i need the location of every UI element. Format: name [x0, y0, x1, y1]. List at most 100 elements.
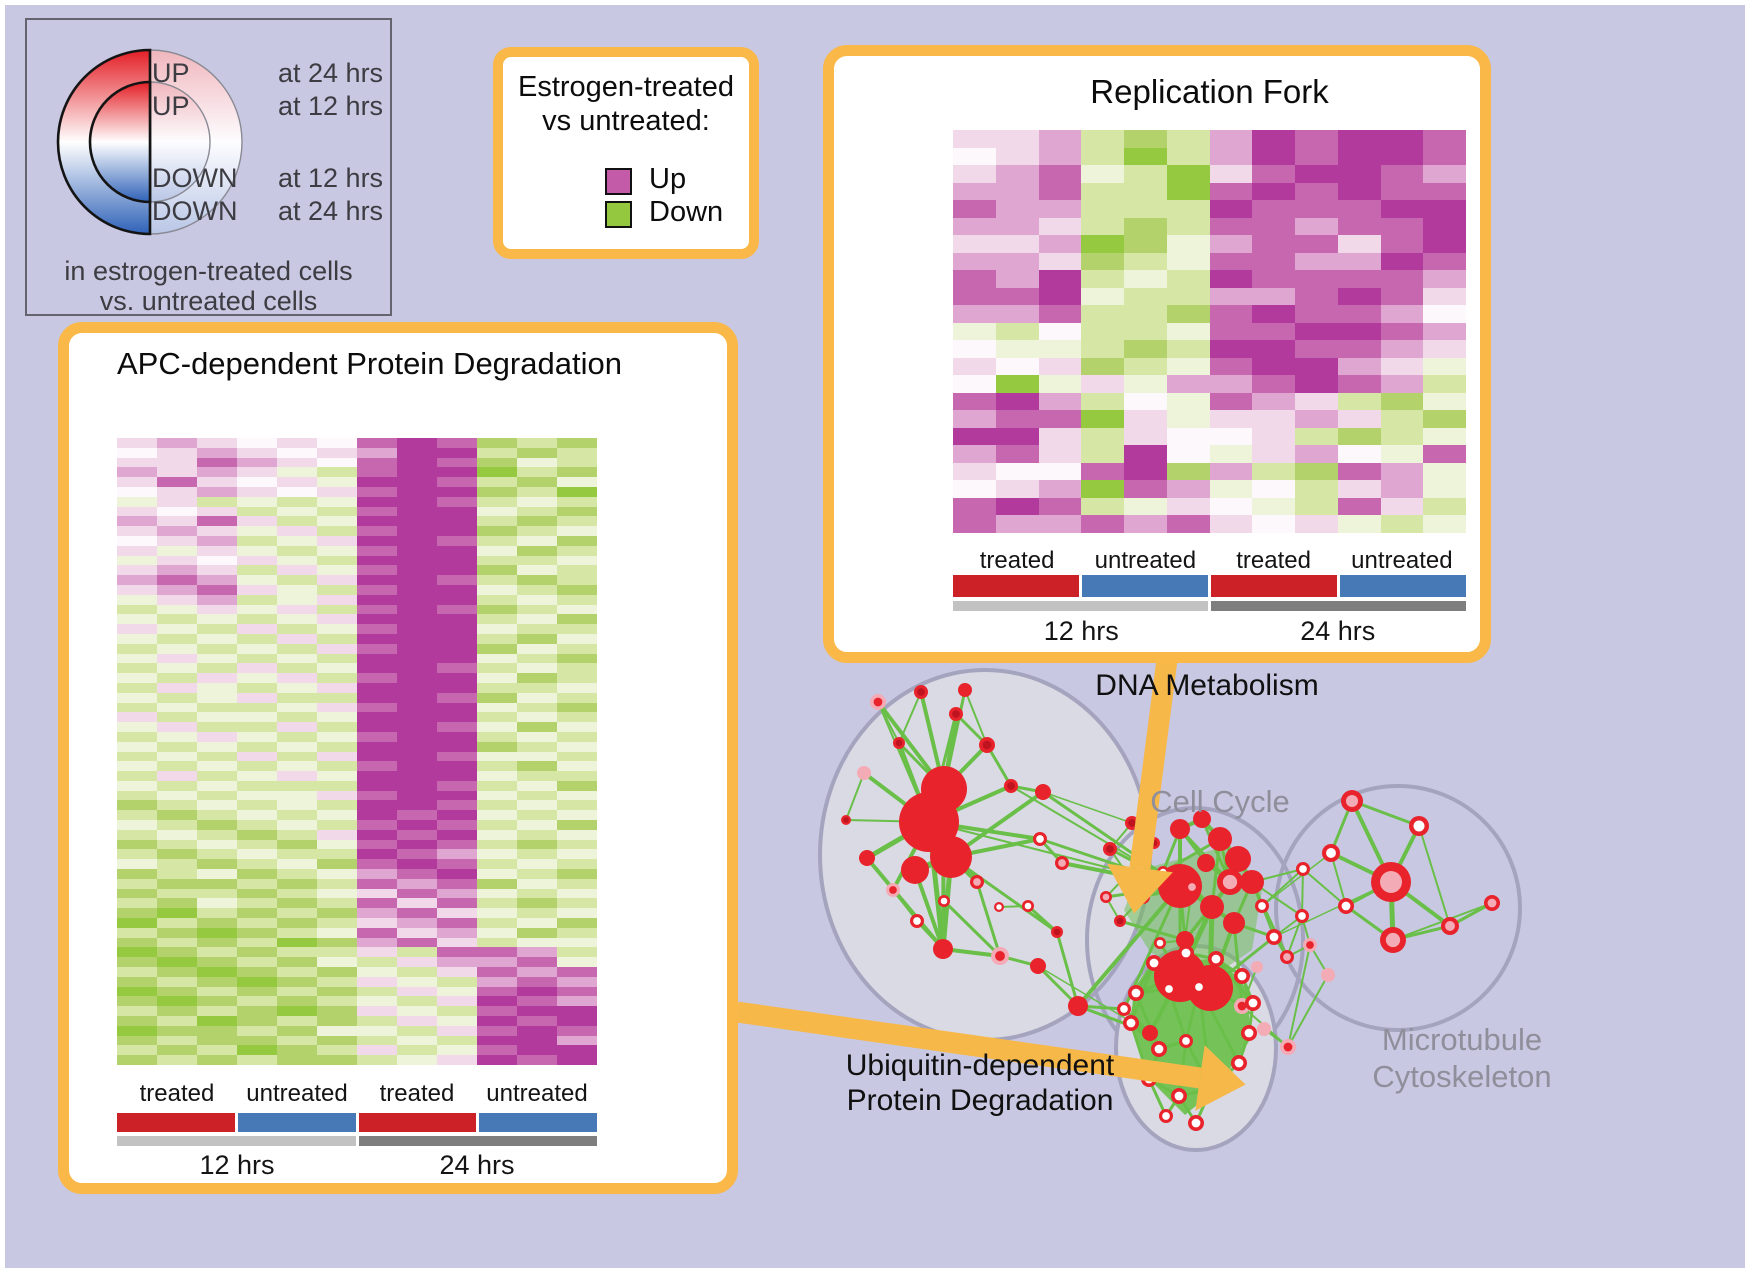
heatmap-cell: [517, 957, 557, 968]
heatmap-cell: [357, 663, 397, 674]
heatmap-cell: [157, 839, 197, 850]
heatmap-cell: [157, 722, 197, 732]
heatmap-cell: [157, 820, 197, 830]
heatmap-cell: [237, 996, 277, 1007]
heatmap-cell: [517, 741, 557, 752]
heatmap-cell: [117, 467, 157, 478]
heatmap-cell: [1166, 392, 1210, 411]
heatmap-cell: [157, 937, 197, 948]
network-node: [1257, 1022, 1271, 1036]
heatmap-cell: [277, 771, 317, 781]
heatmap-cell: [237, 751, 277, 762]
apc-time-labels: 12 hrs 24 hrs: [117, 1150, 597, 1181]
heatmap-cell: [557, 702, 597, 713]
heatmap-cell: [197, 555, 237, 566]
heatmap-cell: [197, 516, 237, 527]
heatmap-cell: [197, 976, 237, 987]
heatmap-cell: [277, 878, 317, 889]
heatmap-cell: [437, 702, 477, 713]
treated-bar-segment: [358, 1113, 477, 1132]
heatmap-cell: [237, 957, 277, 968]
heatmap-cell: [357, 438, 397, 448]
heatmap-cell: [197, 898, 237, 909]
heatmap-cell: [1209, 182, 1253, 201]
heatmap-cell: [437, 555, 477, 566]
heatmap-cell: [557, 927, 597, 938]
heatmap-cell: [117, 751, 157, 762]
heatmap-cell: [1252, 217, 1295, 236]
heatmap-cell: [1038, 270, 1082, 288]
heatmap-cell: [277, 643, 317, 654]
heatmap-cell: [517, 1055, 557, 1065]
heatmap-cell: [397, 898, 437, 909]
heatmap-cell: [1038, 165, 1082, 183]
heatmap-cell: [157, 888, 197, 899]
heatmap-cell: [317, 1035, 357, 1046]
heatmap-cell: [1337, 147, 1381, 166]
heatmap-cell: [1337, 357, 1381, 376]
heatmap-cell: [1166, 147, 1210, 166]
heatmap-cell: [953, 515, 996, 533]
heatmap-cell: [437, 888, 477, 899]
heatmap-cell: [317, 918, 357, 928]
network-edge: [964, 689, 988, 746]
heatmap-cell: [317, 731, 357, 742]
heatmap-cell: [953, 130, 996, 148]
heatmap-cell: [437, 869, 477, 879]
heatmap-cell: [557, 584, 597, 595]
heatmap-cell: [557, 918, 597, 928]
heatmap-cell: [1380, 445, 1424, 463]
heatmap-cell: [237, 908, 277, 919]
heatmap-cell: [117, 643, 157, 654]
network-node-core: [913, 917, 921, 925]
heatmap-cell: [397, 771, 437, 781]
heatmap-cell: [437, 790, 477, 801]
heatmap-cell: [237, 545, 277, 556]
heatmap-cell: [1166, 480, 1210, 498]
heatmap-cell: [237, 947, 277, 958]
heatmap-cell: [117, 438, 157, 448]
heatmap-cell: [157, 849, 197, 860]
heatmap-cell: [557, 878, 597, 889]
heatmap-cell: [1380, 375, 1424, 393]
heatmap-cell: [1209, 270, 1253, 288]
heatmap-cell: [237, 653, 277, 664]
panel-arrow: [735, 1001, 1202, 1089]
heatmap-cell: [1081, 392, 1124, 411]
heatmap-cell: [1209, 252, 1253, 271]
heatmap-cell: [953, 445, 996, 463]
heatmap-cell: [117, 771, 157, 781]
heatmap-cell: [1423, 497, 1466, 516]
treated-bar-segment: [1211, 575, 1337, 597]
heatmap-cell: [1295, 322, 1338, 341]
heatmap-cell: [1124, 287, 1167, 306]
network-node-core: [1269, 932, 1279, 942]
heatmap-cell: [1038, 357, 1082, 376]
heatmap-cell: [317, 457, 357, 468]
heatmap-cell: [277, 682, 317, 693]
network-node-core: [982, 740, 992, 750]
heatmap-cell: [397, 780, 437, 791]
heatmap-cell: [517, 584, 557, 595]
heatmap-cell: [157, 761, 197, 772]
heatmap-cell: [117, 839, 157, 850]
heatmap-cell: [317, 447, 357, 458]
heatmap-cell: [317, 976, 357, 987]
heatmap-cell: [317, 692, 357, 703]
heatmap-cell: [517, 722, 557, 732]
heatmap-cell: [477, 986, 517, 997]
updown-ring-legend: UP at 24 hrs UP at 12 hrs DOWN at 12 hrs…: [25, 18, 392, 316]
heatmap-cell: [517, 614, 557, 625]
heatmap-cell: [237, 1025, 277, 1036]
heatmap-cell: [237, 565, 277, 576]
heatmap-cell: [237, 673, 277, 683]
heatmap-cell: [157, 663, 197, 674]
heatmap-cell: [197, 790, 237, 801]
heatmap-cell: [557, 633, 597, 644]
network-node: [1223, 912, 1245, 934]
heatmap-cell: [437, 1035, 477, 1046]
heatmap-cell: [157, 575, 197, 585]
heatmap-cell: [397, 996, 437, 1007]
network-node: [1068, 996, 1088, 1016]
heatmap-cell: [277, 820, 317, 830]
